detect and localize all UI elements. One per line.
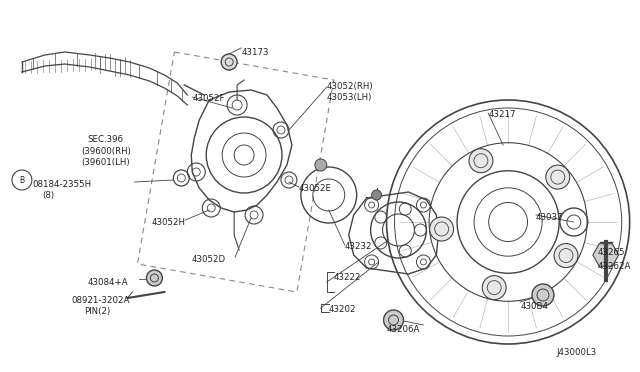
Text: 43053(LH): 43053(LH) — [327, 93, 372, 102]
Text: 43037: 43037 — [536, 213, 563, 222]
Circle shape — [147, 270, 163, 286]
Text: 43052H: 43052H — [152, 218, 186, 227]
Circle shape — [315, 159, 327, 171]
Text: 43173: 43173 — [241, 48, 269, 57]
Circle shape — [483, 276, 506, 299]
Text: 43222: 43222 — [333, 273, 361, 282]
Text: 43052E: 43052E — [299, 184, 332, 193]
Text: 43232: 43232 — [345, 242, 372, 251]
Text: 08921-3202A: 08921-3202A — [72, 296, 130, 305]
Text: 08184-2355H: 08184-2355H — [32, 180, 91, 189]
Text: 430B4: 430B4 — [520, 302, 548, 311]
Text: (39600(RH): (39600(RH) — [82, 147, 132, 156]
Text: J43000L3: J43000L3 — [556, 348, 596, 357]
Circle shape — [554, 244, 578, 267]
Text: PIN(2): PIN(2) — [84, 307, 110, 316]
Text: 43052(RH): 43052(RH) — [327, 82, 373, 91]
Text: SEC.396: SEC.396 — [88, 135, 124, 144]
Circle shape — [383, 310, 403, 330]
Text: 43084+A: 43084+A — [88, 278, 128, 287]
Text: 43052F: 43052F — [192, 94, 225, 103]
Circle shape — [372, 190, 381, 200]
Circle shape — [546, 165, 570, 189]
Text: (8): (8) — [42, 191, 54, 200]
Text: (39601(LH): (39601(LH) — [82, 158, 131, 167]
Text: 43217: 43217 — [488, 110, 516, 119]
Circle shape — [532, 284, 554, 306]
Text: 43052D: 43052D — [191, 255, 225, 264]
Text: 43265: 43265 — [598, 248, 625, 257]
Text: 43202: 43202 — [329, 305, 356, 314]
Circle shape — [469, 149, 493, 173]
Text: 43262A: 43262A — [598, 262, 631, 271]
Circle shape — [221, 54, 237, 70]
Text: B: B — [19, 176, 24, 185]
Text: 43206A: 43206A — [387, 325, 420, 334]
Circle shape — [429, 217, 454, 241]
